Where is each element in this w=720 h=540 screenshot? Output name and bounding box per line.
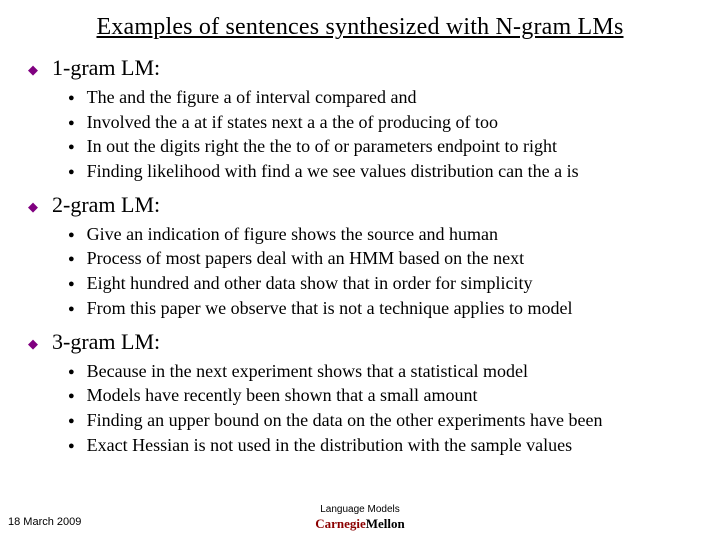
item-text: Models have recently been shown that a s… xyxy=(87,385,478,406)
section-items: ● The and the figure a of interval compar… xyxy=(28,87,692,182)
item-text: Involved the a at if states next a a the… xyxy=(87,112,498,133)
section-head-row: ◆ 1-gram LM: xyxy=(28,55,692,81)
bullet-icon: ● xyxy=(68,117,75,130)
diamond-icon: ◆ xyxy=(28,336,38,352)
item-text: From this paper we observe that is not a… xyxy=(87,298,573,319)
item-text: Finding likelihood with find a we see va… xyxy=(87,161,579,182)
footer: 18 March 2009 Language Models CarnegieMe… xyxy=(0,504,720,532)
bullet-icon: ● xyxy=(68,229,75,242)
footer-date: 18 March 2009 xyxy=(8,516,81,528)
bullet-icon: ● xyxy=(68,440,75,453)
bullet-icon: ● xyxy=(68,166,75,179)
bullet-icon: ● xyxy=(68,253,75,266)
bullet-icon: ● xyxy=(68,141,75,154)
bullet-icon: ● xyxy=(68,92,75,105)
list-item: ● Exact Hessian is not used in the distri… xyxy=(68,435,692,456)
bullet-icon: ● xyxy=(68,390,75,403)
bullet-icon: ● xyxy=(68,415,75,428)
section-3gram: ◆ 3-gram LM: ● Because in the next experi… xyxy=(28,329,692,456)
bullet-icon: ● xyxy=(68,278,75,291)
list-item: ● Models have recently been shown that a … xyxy=(68,385,692,406)
section-head-row: ◆ 3-gram LM: xyxy=(28,329,692,355)
section-head-row: ◆ 2-gram LM: xyxy=(28,192,692,218)
section-heading: 3-gram LM: xyxy=(52,329,160,355)
list-item: ● Involved the a at if states next a a th… xyxy=(68,112,692,133)
footer-topic: Language Models xyxy=(0,504,720,515)
list-item: ● From this paper we observe that is not … xyxy=(68,298,692,319)
item-text: The and the figure a of interval compare… xyxy=(87,87,417,108)
list-item: ● The and the figure a of interval compar… xyxy=(68,87,692,108)
item-text: Process of most papers deal with an HMM … xyxy=(87,248,524,269)
item-text: Because in the next experiment shows tha… xyxy=(87,361,528,382)
section-heading: 1-gram LM: xyxy=(52,55,160,81)
list-item: ● Finding likelihood with find a we see v… xyxy=(68,161,692,182)
diamond-icon: ◆ xyxy=(28,199,38,215)
footer-org: CarnegieMellon xyxy=(0,516,720,532)
list-item: ● Finding an upper bound on the data on t… xyxy=(68,410,692,431)
bullet-icon: ● xyxy=(68,366,75,379)
item-text: In out the digits right the the to of or… xyxy=(87,136,557,157)
footer-center: Language Models CarnegieMellon xyxy=(0,504,720,532)
slide: Examples of sentences synthesized with N… xyxy=(0,0,720,540)
list-item: ● Process of most papers deal with an HMM… xyxy=(68,248,692,269)
item-text: Finding an upper bound on the data on th… xyxy=(87,410,603,431)
section-heading: 2-gram LM: xyxy=(52,192,160,218)
list-item: ● In out the digits right the the to of o… xyxy=(68,136,692,157)
item-text: Exact Hessian is not used in the distrib… xyxy=(87,435,572,456)
section-1gram: ◆ 1-gram LM: ● The and the figure a of in… xyxy=(28,55,692,182)
slide-title: Examples of sentences synthesized with N… xyxy=(28,14,692,41)
item-text: Give an indication of figure shows the s… xyxy=(87,224,498,245)
bullet-icon: ● xyxy=(68,303,75,316)
section-items: ● Because in the next experiment shows th… xyxy=(28,361,692,456)
list-item: ● Because in the next experiment shows th… xyxy=(68,361,692,382)
item-text: Eight hundred and other data show that i… xyxy=(87,273,533,294)
section-items: ● Give an indication of figure shows the … xyxy=(28,224,692,319)
list-item: ● Eight hundred and other data show that … xyxy=(68,273,692,294)
section-2gram: ◆ 2-gram LM: ● Give an indication of figu… xyxy=(28,192,692,319)
diamond-icon: ◆ xyxy=(28,62,38,78)
org-mellon: Mellon xyxy=(366,516,405,531)
list-item: ● Give an indication of figure shows the … xyxy=(68,224,692,245)
org-carnegie: Carnegie xyxy=(315,516,366,531)
